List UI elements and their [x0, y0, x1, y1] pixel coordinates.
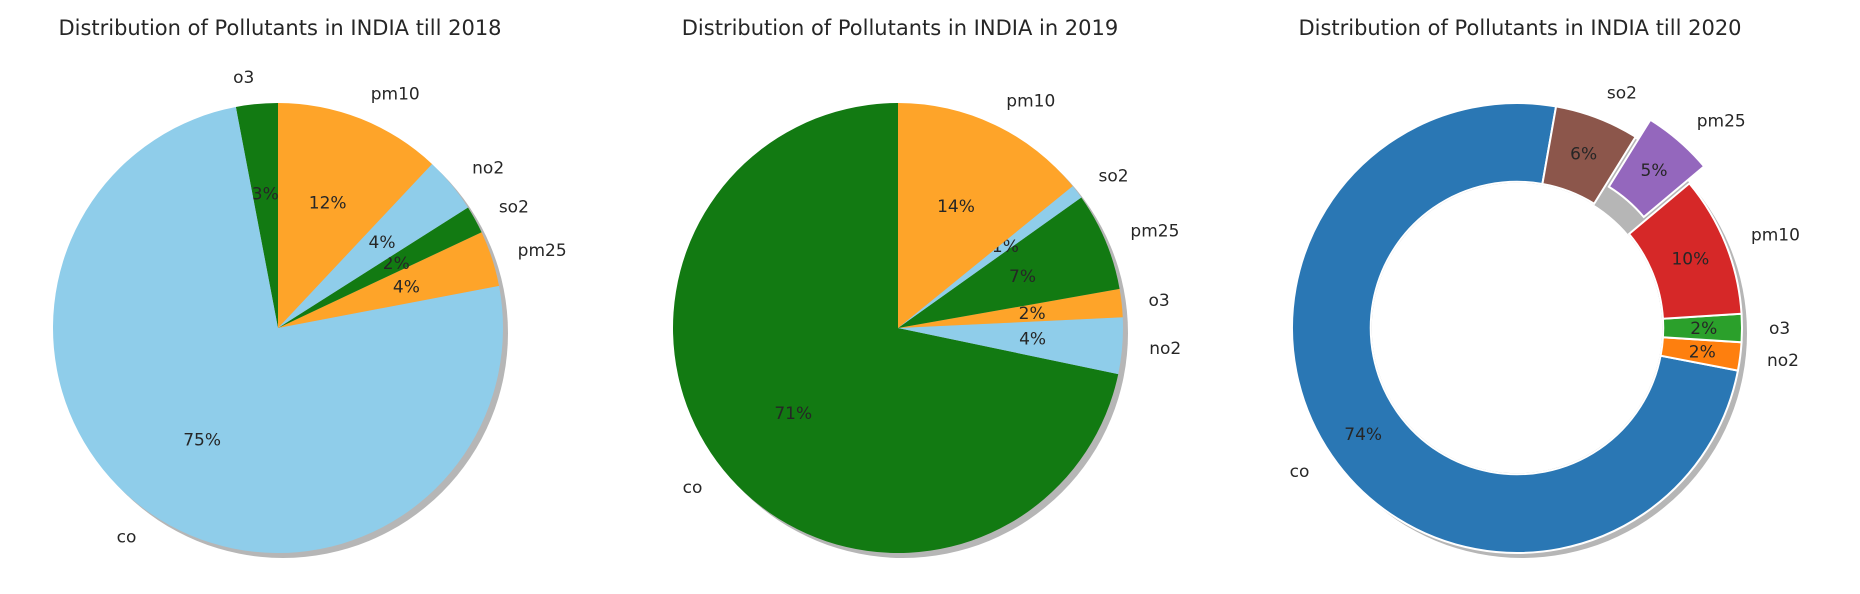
slice-so2: [1541, 105, 1638, 206]
slice-pm25: [898, 197, 1120, 328]
slice-label-so2: so2: [1607, 84, 1637, 104]
slice-co: [52, 106, 504, 554]
pct-label-no2: 4%: [1019, 330, 1046, 350]
slice-label-no2: no2: [1149, 339, 1181, 359]
chart-title-2020: Distribution of Pollutants in INDIA till…: [1298, 16, 1742, 40]
pct-label-so2: 2%: [383, 254, 410, 274]
slice-label-pm25: pm25: [1130, 222, 1179, 242]
slice-label-pm10: pm10: [371, 85, 420, 105]
pct-label-no2: 2%: [1689, 343, 1716, 363]
pct-label-o3: 2%: [1690, 319, 1717, 339]
slice-pm10: [278, 103, 433, 328]
donut-panel-2020: Distribution of Pollutants in INDIA till…: [1240, 0, 1800, 594]
slice-label-pm25: pm25: [518, 241, 567, 261]
pct-label-pm25: 7%: [1009, 267, 1036, 287]
pie-chart-2018: 3% o3 75% co 4% pm25 2% so2 4% no2 12% pm10: [52, 68, 567, 558]
pct-label-co: 71%: [774, 404, 812, 424]
donut-hole: [1371, 182, 1663, 474]
slice-pm10: [898, 102, 1073, 328]
slice-label-so2: so2: [499, 198, 529, 218]
slice-label-co: co: [1290, 462, 1310, 482]
pct-label-co: 74%: [1344, 425, 1382, 445]
pct-label-o3: 3%: [252, 185, 279, 205]
pct-label-pm10: 12%: [309, 193, 347, 213]
slice-label-pm10: pm10: [1006, 91, 1055, 111]
slice-o3: [898, 288, 1123, 328]
donut-chart-2020: 74% co 2% no2 2% o3 10% pm10 5% pm25 6% so2: [1290, 84, 1800, 558]
slice-no2: [898, 317, 1123, 375]
slice-label-o3: o3: [1148, 291, 1169, 311]
slice-label-o3: o3: [1769, 319, 1790, 339]
pct-label-o3: 2%: [1019, 304, 1046, 324]
chart-title-2018: Distribution of Pollutants in INDIA till…: [58, 16, 502, 40]
slice-label-pm25: pm25: [1697, 112, 1746, 132]
pct-label-pm10: 10%: [1671, 250, 1709, 270]
slice-co: [673, 103, 1119, 553]
slice-label-no2: no2: [472, 158, 504, 178]
slice-so2: [278, 207, 482, 328]
slice-pm25: [278, 232, 500, 328]
slice-label-no2: no2: [1767, 351, 1799, 371]
pct-label-pm10: 14%: [937, 197, 975, 217]
pct-label-pm25: 5%: [1641, 161, 1668, 181]
slice-co: [1291, 102, 1740, 554]
slice-label-pm10: pm10: [1751, 225, 1800, 245]
slice-o3: [235, 103, 278, 328]
slice-label-so2: so2: [1099, 166, 1129, 186]
pie-panel-2018: Distribution of Pollutants in INDIA till…: [0, 0, 567, 594]
slice-no2: [278, 163, 468, 328]
pct-label-so2: 6%: [1570, 145, 1597, 165]
pct-label-pm25: 4%: [393, 277, 420, 297]
slice-pm10: [1627, 181, 1743, 320]
chart-title-2019: Distribution of Pollutants in INDIA in 2…: [681, 16, 1119, 40]
slice-so2: [898, 186, 1082, 328]
pie-panel-2019: Distribution of Pollutants in INDIA in 2…: [620, 0, 1181, 594]
slice-label-co: co: [117, 527, 137, 547]
slice-label-co: co: [683, 478, 703, 498]
slice-pm25: [1607, 118, 1706, 219]
pct-label-no2: 4%: [369, 233, 396, 253]
pct-label-co: 75%: [183, 431, 221, 451]
slice-label-o3: o3: [233, 68, 254, 88]
